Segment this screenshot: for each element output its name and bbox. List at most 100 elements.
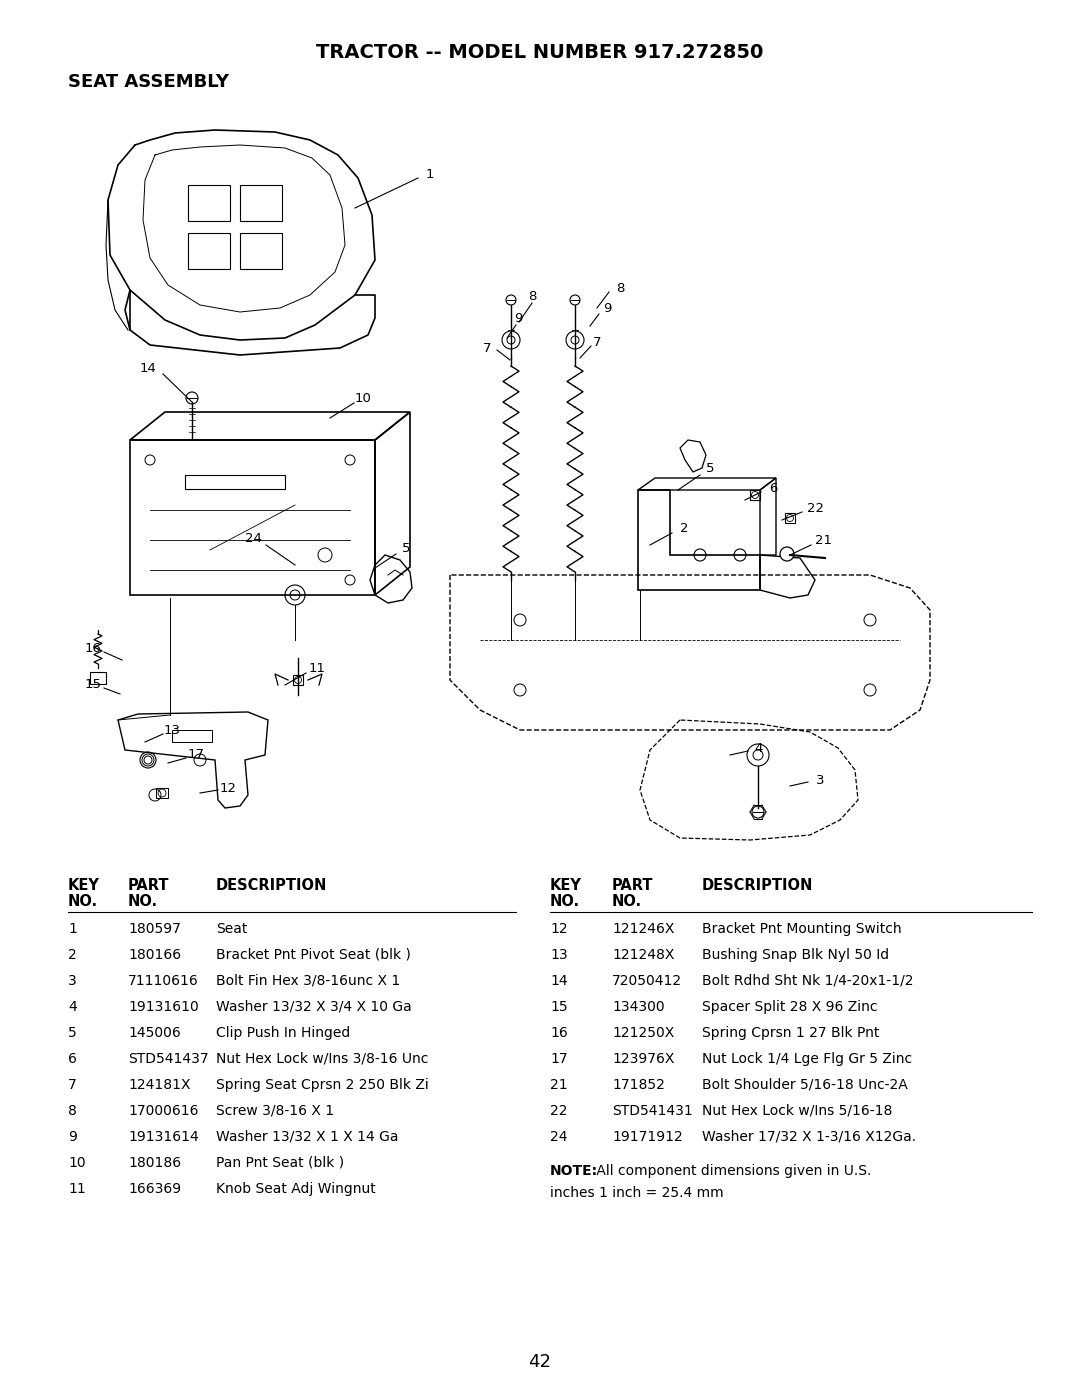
Text: 7: 7 [593,335,602,348]
Text: SEAT ASSEMBLY: SEAT ASSEMBLY [68,73,229,91]
Text: 16: 16 [84,641,102,655]
Text: 171852: 171852 [612,1078,665,1092]
Text: 8: 8 [528,289,536,303]
Text: 21: 21 [550,1078,568,1092]
Text: 121250X: 121250X [612,1025,674,1039]
Text: Spacer Split 28 X 96 Zinc: Spacer Split 28 X 96 Zinc [702,1000,877,1014]
Text: 14: 14 [139,362,157,374]
Text: 10: 10 [68,1155,85,1171]
Text: 3: 3 [68,974,77,988]
Text: 121248X: 121248X [612,949,674,963]
Text: Bolt Shoulder 5/16-18 Unc-2A: Bolt Shoulder 5/16-18 Unc-2A [702,1078,908,1092]
Text: NO.: NO. [68,894,98,909]
Bar [156,788,168,798]
Bar [750,490,760,500]
Text: 6: 6 [769,482,778,495]
Text: TRACTOR -- MODEL NUMBER 917.272850: TRACTOR -- MODEL NUMBER 917.272850 [316,42,764,61]
Bar [188,233,230,270]
Text: 123976X: 123976X [612,1052,674,1066]
Text: 6: 6 [68,1052,77,1066]
Bar [188,184,230,221]
Text: 8: 8 [616,282,624,295]
Text: DESCRIPTION: DESCRIPTION [702,877,813,893]
Text: Washer 17/32 X 1-3/16 X12Ga.: Washer 17/32 X 1-3/16 X12Ga. [702,1130,916,1144]
Text: 10: 10 [354,391,372,405]
Text: NO.: NO. [550,894,580,909]
Bar [293,675,303,685]
Text: 19131614: 19131614 [129,1130,199,1144]
Text: 13: 13 [163,724,180,736]
Text: Spring Seat Cprsn 2 250 Blk Zi: Spring Seat Cprsn 2 250 Blk Zi [216,1078,429,1092]
Text: 3: 3 [815,774,824,787]
Text: KEY: KEY [68,877,99,893]
Text: 5: 5 [68,1025,77,1039]
Text: 17: 17 [188,749,204,761]
Text: 22: 22 [807,502,824,514]
Text: 5: 5 [402,542,410,555]
Bar [130,440,375,595]
Text: 8: 8 [68,1104,77,1118]
Text: 12: 12 [219,781,237,795]
Text: 1: 1 [426,169,434,182]
Text: 9: 9 [514,312,523,324]
Text: Knob Seat Adj Wingnut: Knob Seat Adj Wingnut [216,1182,376,1196]
Text: 15: 15 [84,679,102,692]
Text: 17: 17 [550,1052,568,1066]
Text: 17000616: 17000616 [129,1104,199,1118]
Text: 24: 24 [550,1130,567,1144]
Text: Clip Push In Hinged: Clip Push In Hinged [216,1025,350,1039]
Text: Bushing Snap Blk Nyl 50 Id: Bushing Snap Blk Nyl 50 Id [702,949,889,963]
Text: inches 1 inch = 25.4 mm: inches 1 inch = 25.4 mm [550,1186,724,1200]
Bar [240,233,282,270]
Text: 11: 11 [309,662,325,675]
Text: 42: 42 [528,1354,552,1370]
Text: Washer 13/32 X 1 X 14 Ga: Washer 13/32 X 1 X 14 Ga [216,1130,399,1144]
Text: DESCRIPTION: DESCRIPTION [216,877,327,893]
Text: 4: 4 [68,1000,77,1014]
Text: 16: 16 [550,1025,568,1039]
Text: 5: 5 [705,461,714,475]
Text: 2: 2 [68,949,77,963]
Circle shape [507,295,516,305]
Text: 19171912: 19171912 [612,1130,683,1144]
Text: 1: 1 [68,922,77,936]
Text: 166369: 166369 [129,1182,181,1196]
Text: Seat: Seat [216,922,247,936]
Text: 9: 9 [68,1130,77,1144]
Text: NO.: NO. [612,894,643,909]
Text: 124181X: 124181X [129,1078,190,1092]
Text: 9: 9 [603,302,611,314]
Text: Nut Lock 1/4 Lge Flg Gr 5 Zinc: Nut Lock 1/4 Lge Flg Gr 5 Zinc [702,1052,913,1066]
Circle shape [570,295,580,305]
Circle shape [752,806,764,819]
Text: PART: PART [612,877,653,893]
Text: 180186: 180186 [129,1155,181,1171]
Circle shape [780,548,794,562]
Bar [185,475,285,489]
Text: 14: 14 [550,974,568,988]
Circle shape [186,393,198,404]
Text: Bracket Pnt Mounting Switch: Bracket Pnt Mounting Switch [702,922,902,936]
Bar [240,184,282,221]
Text: 134300: 134300 [612,1000,664,1014]
Text: STD541431: STD541431 [612,1104,692,1118]
Text: Washer 13/32 X 3/4 X 10 Ga: Washer 13/32 X 3/4 X 10 Ga [216,1000,411,1014]
Text: 72050412: 72050412 [612,974,683,988]
Text: Nut Hex Lock w/Ins 3/8-16 Unc: Nut Hex Lock w/Ins 3/8-16 Unc [216,1052,429,1066]
Text: 12: 12 [550,922,568,936]
Text: 7: 7 [483,341,491,355]
Text: 4: 4 [755,742,764,754]
Text: 2: 2 [679,521,688,535]
Text: 11: 11 [68,1182,85,1196]
Text: NOTE:: NOTE: [550,1164,598,1178]
Text: Nut Hex Lock w/Ins 5/16-18: Nut Hex Lock w/Ins 5/16-18 [702,1104,892,1118]
Text: Spring Cprsn 1 27 Blk Pnt: Spring Cprsn 1 27 Blk Pnt [702,1025,879,1039]
Text: Pan Pnt Seat (blk ): Pan Pnt Seat (blk ) [216,1155,345,1171]
Text: 21: 21 [815,534,833,546]
Bar [90,672,106,685]
Bar [172,731,212,742]
Text: 71110616: 71110616 [129,974,199,988]
Text: 145006: 145006 [129,1025,180,1039]
Text: 7: 7 [68,1078,77,1092]
Text: 13: 13 [550,949,568,963]
